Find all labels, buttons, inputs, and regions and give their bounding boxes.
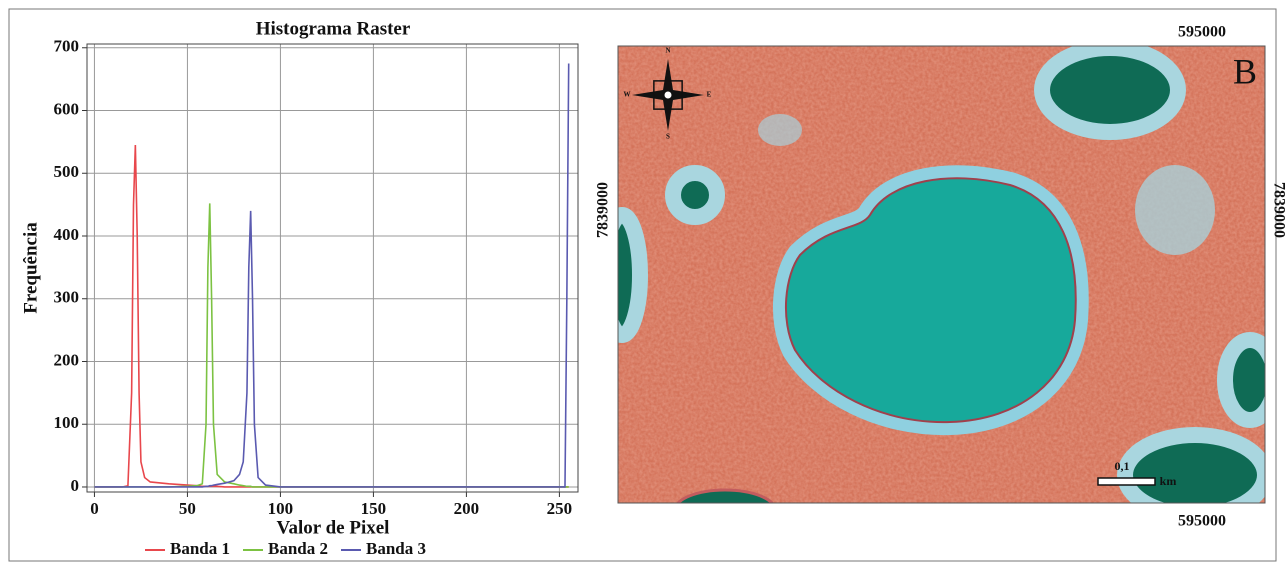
y-tick-label: 300	[54, 288, 80, 307]
legend-label: Banda 3	[366, 539, 426, 558]
scale-bar	[1097, 477, 1156, 486]
x-axis-label: Valor de Pixel	[277, 517, 390, 538]
y-tick-label: 200	[54, 350, 80, 369]
scale-value: 0,1	[1115, 459, 1130, 473]
water-bodies	[618, 46, 1265, 503]
y-tick-label: 700	[54, 37, 80, 56]
x-tick-label: 50	[179, 499, 196, 518]
chart-title: Histograma Raster	[256, 18, 411, 39]
map-image: N S E W 0,1 km B	[618, 46, 1265, 503]
x-tick-label: 0	[90, 499, 99, 518]
y-tick-label: 400	[54, 225, 80, 244]
y-tick-label: 0	[71, 476, 80, 495]
coord-right: 7839000	[1270, 182, 1285, 238]
compass-s: S	[666, 133, 670, 141]
x-tick-label: 100	[268, 499, 294, 518]
compass-e: E	[707, 91, 712, 99]
plot-area: 0 100 200 300 400 500 600 700 0 50 100 150 200 250	[54, 37, 579, 518]
compass-rose: N S E W	[624, 47, 712, 141]
y-tick-label: 500	[54, 162, 80, 181]
map-frame	[617, 45, 1266, 504]
compass-w: W	[624, 91, 631, 99]
legend: Banda 1 Banda 2 Banda 3	[145, 539, 426, 558]
x-tick-label: 150	[361, 499, 387, 518]
x-tick-label: 200	[454, 499, 480, 518]
series-line	[94, 63, 570, 488]
compass-n: N	[665, 47, 670, 55]
plot-background	[87, 44, 578, 492]
coord-bottom: 595000	[1178, 513, 1226, 530]
scale-unit: km	[1160, 474, 1177, 488]
legend-label: Banda 2	[268, 539, 328, 558]
y-tick-label: 100	[54, 413, 80, 432]
coord-top: 595000	[1178, 24, 1226, 41]
plot-frame	[86, 43, 579, 493]
lake	[785, 177, 1077, 424]
coord-left: 7839000	[595, 182, 612, 238]
map-label: B	[1233, 51, 1257, 91]
y-axis-label: Frequência	[20, 222, 41, 314]
figure-border	[8, 8, 1277, 562]
legend-label: Banda 1	[170, 539, 230, 558]
x-tick-label: 250	[547, 499, 573, 518]
y-tick-label: 600	[54, 99, 80, 118]
